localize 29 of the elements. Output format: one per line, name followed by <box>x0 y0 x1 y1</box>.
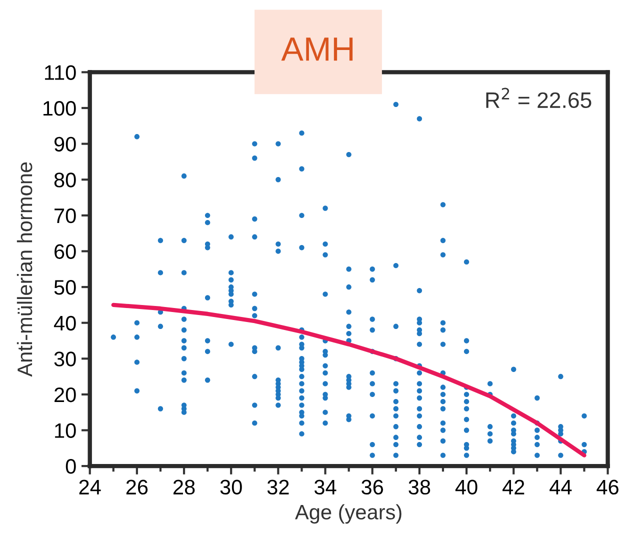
x-tick-label: 26 <box>126 480 148 495</box>
y-tick-label: 110 <box>45 65 76 80</box>
x-tick-label: 38 <box>408 480 430 495</box>
y-axis-title: Anti-müllerian hormone <box>16 162 32 377</box>
x-tick-label: 28 <box>173 480 195 495</box>
x-axis-title: Age (years) <box>295 504 402 524</box>
y-tick-label: 50 <box>54 280 76 295</box>
line-series <box>111 302 586 458</box>
y-tick-label: 10 <box>55 423 76 438</box>
x-tick-label: 24 <box>79 480 101 494</box>
chart-title: AMH <box>281 38 353 61</box>
x-tick-label: 44 <box>550 480 572 494</box>
x-tick-label: 30 <box>220 480 242 495</box>
y-tick-label: 90 <box>54 136 76 152</box>
x-tick-label: 36 <box>362 480 384 495</box>
y-tick-label: 0 <box>66 459 76 474</box>
x-tick-label: 32 <box>267 480 289 495</box>
y-tick-label: 70 <box>54 208 76 224</box>
y-tick-label: 20 <box>54 387 76 402</box>
y-tick-label: 80 <box>54 172 76 188</box>
x-tick-label: 40 <box>455 480 478 495</box>
annotation: R$^{2}$ = 22.65 <box>486 88 592 108</box>
y-tick-label: 60 <box>54 244 76 259</box>
x-tick-label: 46 <box>596 480 618 495</box>
y-tick-label: 100 <box>43 101 76 116</box>
y-tick-label: 30 <box>54 352 76 366</box>
y-tick-label: 40 <box>54 316 76 331</box>
x-tick-label: 42 <box>502 480 524 494</box>
x-tick-label: 34 <box>314 480 336 495</box>
